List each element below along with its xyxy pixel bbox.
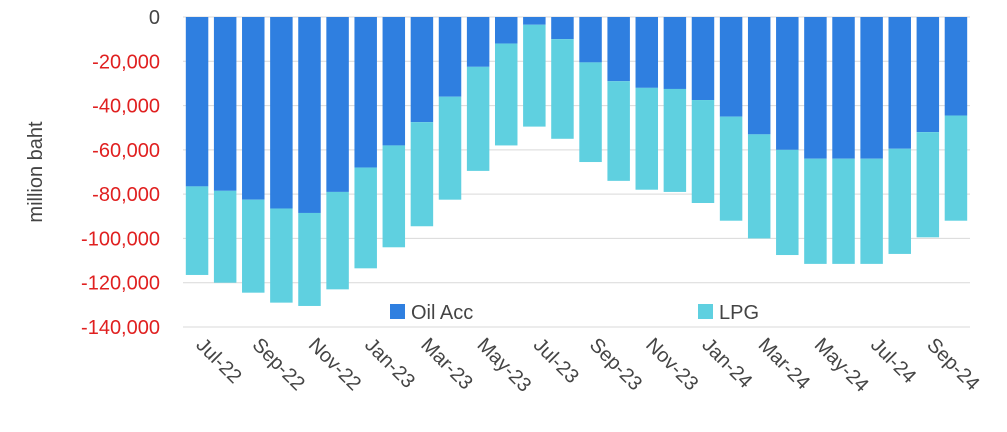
bar-oil-acc [607, 17, 630, 82]
bar-oil-acc [523, 17, 546, 25]
bar-lpg [551, 39, 574, 139]
x-tick-label: Mar-23 [416, 334, 476, 394]
bar-oil-acc [944, 17, 968, 116]
bar-lpg [185, 186, 209, 275]
bar-oil-acc [410, 17, 434, 123]
bar-oil-acc [354, 17, 377, 168]
legend: Oil Acc LPG [390, 302, 759, 324]
bar-lpg [607, 81, 630, 181]
bar-lpg [382, 145, 406, 248]
bar-oil-acc [719, 17, 743, 117]
y-tick-label: 0 [149, 7, 160, 29]
y-tick-label: -120,000 [81, 273, 160, 295]
legend-item: LPG [698, 302, 759, 324]
x-tick-label: May-24 [810, 334, 873, 397]
bar-oil-acc [916, 17, 940, 133]
x-tick-label: Jul-22 [192, 334, 246, 388]
bar-lpg [747, 134, 771, 239]
x-tick-label: Sep-24 [922, 334, 983, 395]
bar-oil-acc [242, 17, 265, 200]
bar-oil-acc [691, 17, 715, 101]
bar-lpg [719, 116, 743, 221]
bar-lpg [494, 43, 518, 146]
bar-lpg [944, 115, 968, 221]
bar-lpg [860, 158, 883, 264]
bar-lpg [663, 88, 687, 192]
bar-oil-acc [747, 17, 771, 135]
x-tick-label: Nov-23 [641, 334, 702, 395]
y-axis-label: million baht [25, 121, 47, 223]
bar-lpg [438, 96, 462, 200]
legend-swatch [698, 304, 713, 319]
x-tick-label: Jul-23 [529, 334, 583, 388]
bar-oil-acc [326, 17, 349, 192]
bar-oil-acc [663, 17, 687, 89]
bar-oil-acc [551, 17, 574, 40]
bar-oil-acc [466, 17, 490, 67]
bar-oil-acc [832, 17, 855, 159]
x-tick-label: Sep-22 [248, 334, 309, 395]
x-tick-label: May-23 [473, 334, 536, 397]
bar-oil-acc [270, 17, 293, 209]
bar-lpg [916, 132, 940, 238]
y-tick-label: -100,000 [81, 228, 160, 250]
x-tick-label: Mar-24 [754, 334, 814, 394]
bar-oil-acc [185, 17, 209, 187]
x-tick-label: Jan-24 [697, 334, 756, 393]
bar-oil-acc [382, 17, 406, 146]
bar-lpg [776, 149, 799, 256]
x-tick-label: Sep-23 [585, 334, 646, 395]
x-axis-ticks: Jul-22 Sep-22Nov-22Jan-23Mar-23May-23Jul-… [192, 334, 984, 397]
bar-lpg [354, 167, 377, 269]
bar-lpg [270, 208, 293, 303]
bar-oil-acc [888, 17, 911, 149]
bar-lpg [466, 66, 490, 171]
bar-oil-acc [494, 17, 518, 44]
legend-item: Oil Acc [390, 302, 473, 324]
bar-oil-acc [804, 17, 827, 159]
y-tick-label: -60,000 [92, 140, 160, 162]
bar-lpg [326, 191, 349, 290]
x-tick-label: Jul-24 [866, 334, 920, 388]
y-tick-label: -140,000 [81, 317, 160, 339]
bar-oil-acc [635, 17, 659, 88]
legend-label: Oil Acc [411, 302, 473, 324]
bar-lpg [523, 24, 546, 127]
bar-lpg [410, 122, 434, 227]
legend-label: LPG [719, 302, 759, 324]
bar-lpg [579, 62, 602, 163]
legend-swatch [390, 304, 405, 319]
bar-lpg [242, 199, 265, 293]
bar-oil-acc [438, 17, 462, 97]
x-tick-label: Jan-23 [360, 334, 419, 393]
bar-lpg [888, 148, 911, 254]
y-tick-label: -20,000 [92, 51, 160, 73]
bar-lpg [691, 100, 715, 203]
bar-oil-acc [776, 17, 799, 150]
bar-oil-acc [579, 17, 602, 63]
bar-oil-acc [213, 17, 237, 191]
y-tick-label: -40,000 [92, 96, 160, 118]
bars [185, 17, 968, 306]
y-axis-ticks: 0 -20,000 -40,000 -60,000 -80,000 -100,000 -12… [81, 7, 160, 339]
bar-oil-acc [860, 17, 883, 159]
bar-lpg [298, 212, 321, 306]
bar-lpg [804, 158, 827, 264]
bar-oil-acc [298, 17, 321, 213]
bar-lpg [635, 87, 659, 190]
x-tick-label: Nov-22 [304, 334, 365, 395]
bar-lpg [213, 190, 237, 283]
y-tick-label: -80,000 [92, 184, 160, 206]
bar-lpg [832, 158, 855, 264]
